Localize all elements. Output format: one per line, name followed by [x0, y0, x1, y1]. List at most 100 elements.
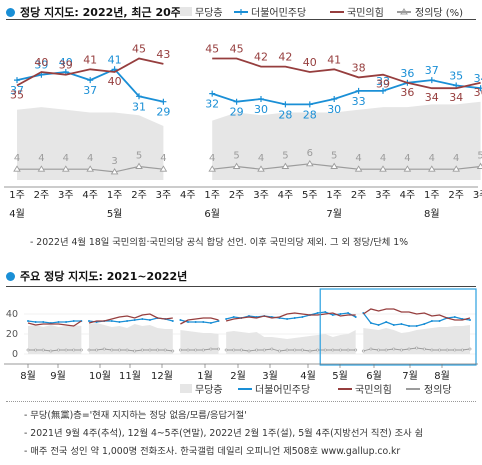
x-tick-label-6: 3주	[156, 190, 172, 201]
justice-data-label-6: 4	[160, 153, 166, 164]
democratic-point2-16	[148, 319, 151, 321]
democratic-data-label-4: 41	[108, 53, 122, 66]
democratic-point2-4	[57, 321, 60, 323]
justice-point2-29	[247, 349, 251, 353]
justice-point2-46	[377, 348, 380, 352]
democratic-point-11	[282, 101, 289, 108]
justice-point2-12	[118, 348, 121, 352]
justice-point2-32	[270, 347, 274, 351]
justice-data-label-16: 4	[404, 153, 410, 164]
justice-data-label-0: 4	[14, 153, 20, 164]
democratic-data-label-17: 37	[425, 64, 439, 77]
justice-point2-58	[468, 347, 472, 351]
justice-point2-10	[102, 347, 106, 351]
legend2-ppp-label: 국민의힘	[355, 384, 392, 396]
justice-point2-47	[384, 348, 388, 352]
justice-point2-14	[133, 349, 137, 353]
justice-point2-30	[255, 348, 259, 352]
justice-point2-44	[361, 349, 365, 353]
justice-point2-48	[392, 347, 396, 351]
x2-tick-label-7: 3월	[262, 370, 278, 382]
democratic-data-label-16: 36	[400, 67, 414, 80]
legend2-democratic-label: 더불어민주당	[255, 384, 310, 396]
x-tick-label-11: 4주	[278, 190, 294, 201]
democratic-point-6	[160, 98, 167, 105]
justice-data-label-5: 5	[136, 151, 142, 162]
justice-data-label-14: 4	[355, 153, 361, 164]
ppp-data-label-2: 39	[59, 59, 73, 72]
ppp-line2-seg-4	[362, 308, 471, 321]
justice-point2-8	[87, 348, 91, 352]
x2-tick-label-12: 8월	[434, 370, 450, 382]
justice-point-2	[62, 165, 70, 172]
democratic-line2-seg-3	[225, 311, 357, 320]
x2-tick-label-8: 4월	[300, 370, 316, 382]
x-tick-label-8: 1주	[204, 190, 220, 201]
justice-point2-54	[438, 348, 441, 352]
justice-point2-45	[369, 347, 373, 351]
democratic-line2-seg-0	[27, 320, 82, 324]
democratic-point2-22	[194, 321, 197, 323]
justice-point-3	[86, 165, 94, 172]
x2-tick-label-11: 7월	[402, 370, 418, 382]
democratic-point2-24	[209, 322, 212, 324]
y-tick-label-2: 40	[6, 309, 18, 320]
democratic-point2-41	[339, 313, 342, 315]
justice-point-14	[354, 165, 363, 172]
note-line-3: - 매주 전국 성인 약 1,000명 전화조사. 한국갤럽 데일리 오피니언 …	[24, 446, 401, 457]
justice-point2-28	[239, 348, 243, 352]
justice-point2-20	[179, 348, 182, 352]
democratic-point2-5	[65, 321, 68, 323]
justice-point2-55	[445, 348, 449, 352]
x2-tick-label-9: 5월	[332, 370, 348, 382]
democratic-point2-40	[331, 314, 334, 316]
ppp-data-label-11: 42	[278, 51, 292, 64]
legend2-undecided-swatch	[180, 384, 192, 393]
justice-point-6	[159, 165, 168, 172]
democratic-point-15	[380, 87, 386, 94]
x-tick-label-2: 3주	[58, 190, 74, 201]
democratic-line2-seg-2	[180, 319, 219, 324]
democratic-point2-35	[293, 317, 296, 319]
democratic-data-label-1: 39	[34, 59, 48, 72]
justice-point-19	[476, 162, 482, 169]
democratic-line-seg-1	[211, 79, 481, 106]
democratic-point-8	[209, 90, 216, 97]
ppp-data-label-14: 38	[352, 61, 366, 74]
justice-point-16	[403, 165, 412, 172]
democratic-data-label-15: 33	[376, 75, 390, 88]
democratic-point2-14	[133, 319, 136, 321]
month-label-2: 6월	[204, 208, 220, 220]
x2-tick-label-5: 1월	[197, 370, 213, 382]
justice-point2-9	[95, 348, 98, 352]
democratic-data-label-2: 40	[59, 56, 73, 69]
justice-point2-23	[201, 348, 205, 352]
justice-point2-43	[354, 348, 358, 352]
justice-point2-17	[156, 348, 159, 352]
x-tick-label-0: 1주	[9, 190, 25, 201]
democratic-point2-43	[354, 316, 357, 318]
y-tick-label-1: 20	[6, 329, 18, 340]
justice-data-label-4: 3	[111, 156, 117, 167]
legend-justice-marker	[400, 8, 408, 15]
democratic-point2-2	[42, 321, 45, 323]
justice-point2-25	[217, 347, 220, 351]
month-label-4: 8월	[424, 208, 440, 220]
justice-data-label-19: 5	[477, 151, 482, 162]
justice-data-label-1: 4	[38, 153, 44, 164]
democratic-point-3	[87, 77, 94, 84]
y-tick-label-0: 0	[12, 349, 18, 360]
justice-data-label-3: 4	[87, 153, 93, 164]
justice-point2-26	[224, 348, 228, 352]
democratic-point2-56	[453, 316, 456, 318]
democratic-point2-8	[87, 320, 90, 322]
justice-point2-27	[232, 348, 236, 352]
chart-2021-2022: 0 20 40 8월 9월 10월 11월 12월 1월 2월 3월 4월 5월 6월 7월 8월	[4, 288, 478, 382]
x-tick-label-10: 3주	[253, 190, 269, 201]
justice-point2-50	[407, 347, 411, 351]
recent-20-weeks-highlight-box	[319, 288, 477, 366]
chart-recent-20-weeks: 3739403741312932293028283033333637353435…	[4, 43, 482, 220]
democratic-data-label-3: 37	[83, 84, 97, 97]
democratic-point2-0	[27, 320, 29, 322]
democratic-point-5	[136, 93, 142, 100]
